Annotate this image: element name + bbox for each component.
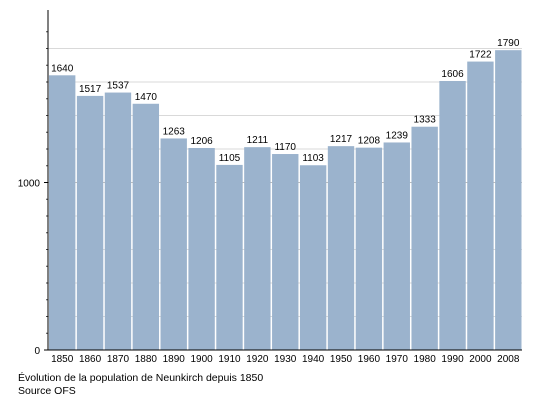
bar-value-label: 1239 (386, 130, 409, 141)
bar-1930 (272, 154, 299, 350)
chart-source: Source OFS (18, 385, 76, 397)
bar-1850 (49, 75, 76, 351)
x-tick-label: 2008 (497, 354, 520, 365)
x-tick-label: 1950 (330, 354, 353, 365)
x-tick-label: 1930 (274, 354, 297, 365)
x-tick-label: 1890 (163, 354, 186, 365)
x-tick-label: 1980 (414, 354, 437, 365)
bar-value-label: 1263 (163, 126, 186, 137)
x-tick-label: 1940 (302, 354, 325, 365)
bar-1950 (327, 146, 355, 350)
bar-1940 (299, 165, 327, 350)
bar-value-label: 1103 (302, 153, 324, 164)
bar-value-label: 1640 (51, 63, 74, 74)
bar-value-label: 1105 (219, 153, 241, 164)
bar-2008 (495, 50, 522, 351)
x-tick-label: 1910 (218, 354, 241, 365)
x-tick-label: 1990 (441, 354, 464, 365)
bar-value-label: 1211 (247, 135, 269, 146)
bar-value-label: 1206 (190, 136, 213, 147)
bar-2000 (467, 61, 494, 350)
bar-value-label: 1537 (107, 81, 130, 92)
bar-value-label: 1170 (274, 142, 296, 153)
y-tick-label: 1000 (18, 179, 41, 190)
bar-1970 (383, 142, 410, 350)
bar-value-label: 1606 (441, 69, 464, 80)
x-tick-label: 1860 (79, 354, 102, 365)
bar-1920 (244, 147, 271, 350)
bar-value-label: 1790 (497, 38, 520, 49)
bar-1880 (132, 103, 160, 351)
x-tick-label: 1900 (190, 354, 213, 365)
bar-1980 (411, 126, 438, 350)
bar-value-label: 1517 (79, 84, 102, 95)
bar-value-label: 1333 (414, 115, 437, 126)
x-tick-label: 2000 (469, 354, 492, 365)
bar-1910 (216, 164, 243, 350)
bar-1860 (76, 95, 104, 350)
bar-value-label: 1722 (469, 50, 492, 61)
bar-1990 (439, 80, 466, 351)
x-tick-label: 1870 (107, 354, 130, 365)
bar-1960 (355, 147, 383, 350)
x-tick-label: 1880 (135, 354, 158, 365)
bar-value-label: 1470 (135, 92, 158, 103)
bar-1900 (188, 147, 215, 350)
x-tick-label: 1960 (358, 354, 381, 365)
x-tick-label: 1850 (51, 354, 74, 365)
bar-value-label: 1208 (358, 136, 381, 147)
y-tick-label: 0 (34, 346, 40, 357)
x-tick-label: 1920 (246, 354, 269, 365)
bar-1890 (160, 138, 187, 350)
population-bar-chart: 1640 1850 1517 1860 1537 1870 1470 1880 1263 1890… (18, 10, 522, 365)
x-tick-label: 1970 (386, 354, 409, 365)
bar-1870 (104, 92, 132, 351)
bar-value-label: 1217 (330, 134, 353, 145)
chart-caption: Évolution de la population de Neunkirch … (18, 372, 264, 384)
